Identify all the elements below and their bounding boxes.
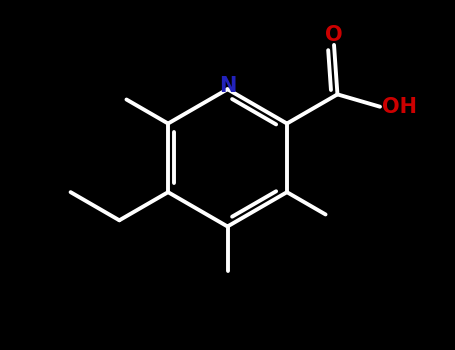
Text: O: O <box>325 25 343 46</box>
Text: OH: OH <box>382 97 417 117</box>
Text: N: N <box>219 76 236 97</box>
